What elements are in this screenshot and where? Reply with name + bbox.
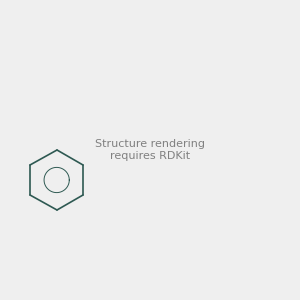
Text: Structure rendering
requires RDKit: Structure rendering requires RDKit — [95, 139, 205, 161]
